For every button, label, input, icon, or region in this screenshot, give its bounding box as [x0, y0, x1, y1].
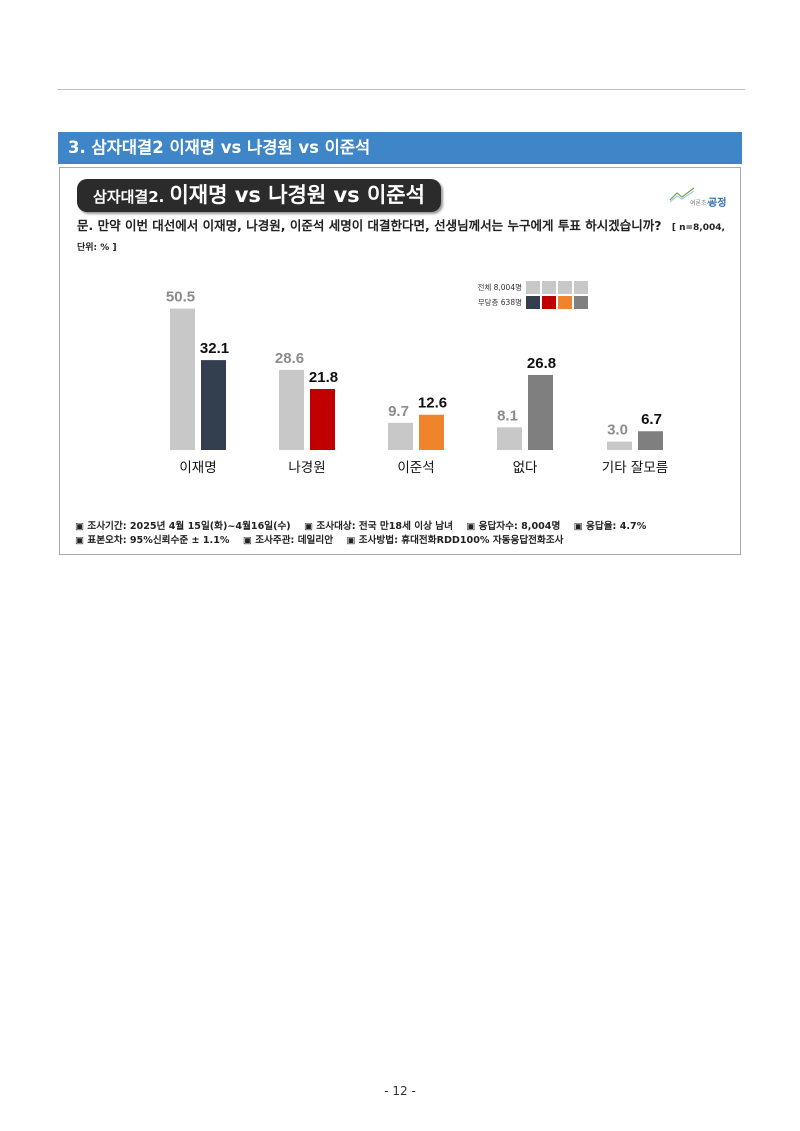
bar-total-2	[388, 422, 413, 450]
category-label-4: 기타 잘모름	[602, 460, 668, 476]
survey-question: 문. 만약 이번 대선에서 이재명, 나경원, 이준석 세명이 대결한다면, 선…	[77, 217, 727, 257]
legend-label-independent: 무당층 638명	[477, 298, 522, 307]
logo-subtext: 여론조사	[690, 200, 713, 207]
value-label-total-4: 3.0	[607, 422, 628, 439]
footer-method: ▣ 조사방법: 휴대전화RDD100% 자동응답전화조사	[346, 534, 564, 546]
value-label-total-3: 8.1	[497, 407, 518, 424]
category-label-2: 이준석	[397, 460, 434, 476]
value-label-independent-3: 26.8	[527, 355, 556, 372]
value-label-total-1: 28.6	[275, 350, 304, 367]
footer-margin-of-error: ▣ 표본오차: 95%신뢰수준 ± 1.1%	[75, 534, 230, 546]
category-label-1: 나경원	[288, 460, 325, 476]
value-label-total-2: 9.7	[388, 403, 409, 420]
bar-independent-2	[419, 414, 444, 450]
footer-respondents: ▣ 응답자수: 8,004명	[466, 521, 561, 532]
footer-line-2: ▣ 표본오차: 95%신뢰수준 ± 1.1% ▣ 조사주관: 데일리안 ▣ 조사…	[75, 534, 656, 548]
footer-target: ▣ 조사대상: 전국 만18세 이상 남녀	[304, 521, 453, 532]
bar-chart: 50.5 32.1 이재명 28.6 21.8 나경원 9.7 12.6 이준석 8.1 26.8 없…	[166, 289, 668, 476]
chart-panel: 삼자대결2. 이재명 vs 나경원 vs 이준석 여론조사 공정 문. 만약 이…	[59, 167, 741, 555]
footer-period: ▣ 조사기간: 2025년 4월 15일(화)~4월16일(수)	[75, 521, 291, 532]
legend-swatch-independent-1	[542, 296, 556, 309]
bar-independent-4	[638, 431, 663, 450]
value-label-independent-2: 12.6	[418, 395, 447, 412]
category-label-0: 이재명	[179, 460, 216, 476]
pollster-logo: 여론조사 공정	[668, 184, 728, 210]
bar-total-1	[279, 369, 304, 450]
bar-independent-0	[201, 360, 226, 450]
chart-title-main: 이재명 vs 나경원 vs 이준석	[169, 183, 425, 207]
section-header: 3. 삼자대결2 이재명 vs 나경원 vs 이준석	[58, 132, 742, 164]
footer-sponsor: ▣ 조사주관: 데일리안	[242, 534, 334, 546]
legend-swatch-total-1	[542, 281, 556, 294]
chart-title-prefix: 삼자대결2.	[93, 188, 165, 206]
legend-swatch-independent-0	[526, 296, 540, 309]
chart-title: 삼자대결2. 이재명 vs 나경원 vs 이준석	[77, 179, 441, 212]
top-divider	[57, 89, 745, 90]
category-label-3: 없다	[513, 460, 538, 476]
bar-total-3	[497, 427, 522, 450]
legend-swatch-independent-3	[574, 296, 588, 309]
question-text: 문. 만약 이번 대선에서 이재명, 나경원, 이준석 세명이 대결한다면, 선…	[77, 218, 662, 233]
footer-line-1: ▣ 조사기간: 2025년 4월 15일(화)~4월16일(수) ▣ 조사대상:…	[75, 520, 656, 534]
bar-total-0	[170, 308, 195, 450]
bar-independent-1	[310, 388, 335, 450]
value-label-independent-4: 6.7	[641, 411, 662, 428]
legend-swatch-total-0	[526, 281, 540, 294]
bar-total-4	[607, 441, 632, 450]
value-label-total-0: 50.5	[166, 289, 195, 306]
bar-independent-3	[528, 374, 553, 450]
logo-text: 공정	[708, 198, 727, 209]
legend-label-total: 전체 8,004명	[477, 283, 522, 292]
value-label-independent-1: 21.8	[309, 369, 338, 386]
legend-swatch-independent-2	[558, 296, 572, 309]
survey-footer: ▣ 조사기간: 2025년 4월 15일(화)~4월16일(수) ▣ 조사대상:…	[75, 520, 656, 547]
value-label-independent-0: 32.1	[200, 340, 229, 357]
logo-check-icon	[669, 187, 695, 203]
footer-response-rate: ▣ 응답율: 4.7%	[573, 521, 647, 532]
sample-info: [ n=8,004, 단위: % ]	[77, 223, 725, 253]
legend-swatch-total-3	[574, 281, 588, 294]
legend-swatch-total-2	[558, 281, 572, 294]
page-number: - 12 -	[384, 1084, 416, 1098]
